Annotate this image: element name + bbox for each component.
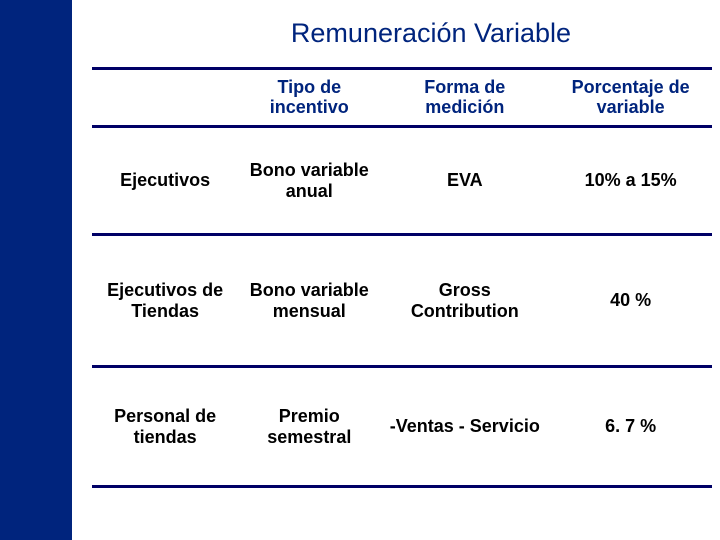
sidebar-band xyxy=(0,0,72,540)
header-forma: Forma de medición xyxy=(380,69,549,127)
remuneration-table: Tipo de incentivo Forma de medición Porc… xyxy=(92,67,712,488)
content-area: Remuneración Variable Tipo de incentivo … xyxy=(72,0,720,540)
cell-forma: EVA xyxy=(380,127,549,235)
cell-tipo: Bono variable mensual xyxy=(238,235,380,367)
cell-porcentaje: 6. 7 % xyxy=(549,367,712,487)
row-label: Ejecutivos xyxy=(92,127,238,235)
cell-tipo: Bono variable anual xyxy=(238,127,380,235)
row-label: Ejecutivos de Tiendas xyxy=(92,235,238,367)
table-row: Ejecutivos Bono variable anual EVA 10% a… xyxy=(92,127,712,235)
table-header-row: Tipo de incentivo Forma de medición Porc… xyxy=(92,69,712,127)
header-tipo: Tipo de incentivo xyxy=(238,69,380,127)
cell-tipo: Premio semestral xyxy=(238,367,380,487)
table-row: Personal de tiendas Premio semestral -Ve… xyxy=(92,367,712,487)
header-porcentaje: Porcentaje de variable xyxy=(549,69,712,127)
cell-forma: -Ventas - Servicio xyxy=(380,367,549,487)
page-title: Remuneración Variable xyxy=(152,18,710,49)
cell-forma: Gross Contribution xyxy=(380,235,549,367)
header-blank xyxy=(92,69,238,127)
row-label: Personal de tiendas xyxy=(92,367,238,487)
cell-porcentaje: 10% a 15% xyxy=(549,127,712,235)
table-row: Ejecutivos de Tiendas Bono variable mens… xyxy=(92,235,712,367)
cell-porcentaje: 40 % xyxy=(549,235,712,367)
